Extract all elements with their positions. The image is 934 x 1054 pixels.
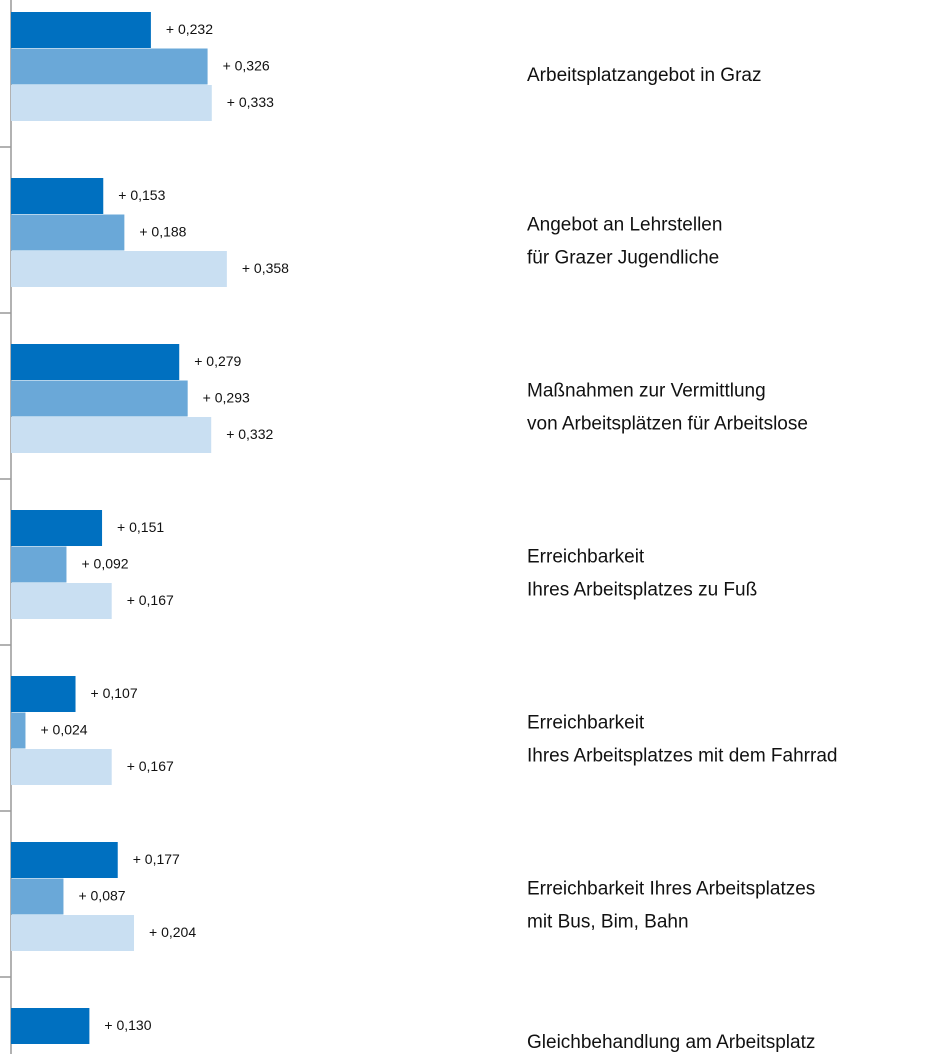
bar [11,380,188,417]
bar [11,712,26,749]
category-label: Ihres Arbeitsplatzes zu Fuß [527,579,757,600]
bar [11,915,135,951]
bar [11,214,125,251]
category-label: Erreichbarkeit [527,546,645,567]
data-label: + 0,167 [127,592,174,608]
data-label: + 0,092 [81,555,128,571]
bar [11,676,76,712]
data-label: + 0,332 [226,426,273,442]
bar [11,85,212,121]
bar [11,344,180,380]
category-label: mit Bus, Bim, Bahn [527,911,689,932]
category-label: von Arbeitsplätzen für Arbeitslose [527,413,808,434]
category-label: Erreichbarkeit Ihres Arbeitsplatzes [527,878,815,899]
category-label: Erreichbarkeit [527,712,645,733]
bar [11,48,208,85]
category-label: Maßnahmen zur Vermittlung [527,380,766,401]
bar [11,1008,90,1044]
data-label: + 0,151 [117,519,164,535]
category-label: Ihres Arbeitsplatzes mit dem Fahrrad [527,745,837,766]
data-label: + 0,204 [149,924,196,940]
data-label: + 0,326 [223,57,270,73]
data-label: + 0,177 [133,851,180,867]
data-label: + 0,130 [104,1017,151,1033]
bar [11,583,112,619]
category-label: Gleichbehandlung am Arbeitsplatz [527,1032,815,1053]
data-label: + 0,107 [91,685,138,701]
category-label: Arbeitsplatzangebot in Graz [527,65,761,86]
category-label: für Grazer Jugendliche [527,247,719,268]
data-label: + 0,232 [166,21,213,37]
data-label: + 0,024 [40,721,87,737]
bar [11,417,212,453]
bar [11,178,104,214]
category-label: Angebot an Lehrstellen [527,214,722,235]
data-label: + 0,153 [118,187,165,203]
data-label: + 0,188 [139,223,186,239]
bar [11,842,118,878]
data-label: + 0,087 [78,887,125,903]
bar [11,546,67,583]
data-label: + 0,358 [242,260,289,276]
bar [11,12,151,48]
data-label: + 0,333 [227,94,274,110]
data-label: + 0,279 [194,353,241,369]
bar [11,878,64,915]
bar [11,251,227,287]
bar [11,510,103,546]
data-label: + 0,293 [203,389,250,405]
bar [11,749,112,785]
data-label: + 0,167 [127,758,174,774]
